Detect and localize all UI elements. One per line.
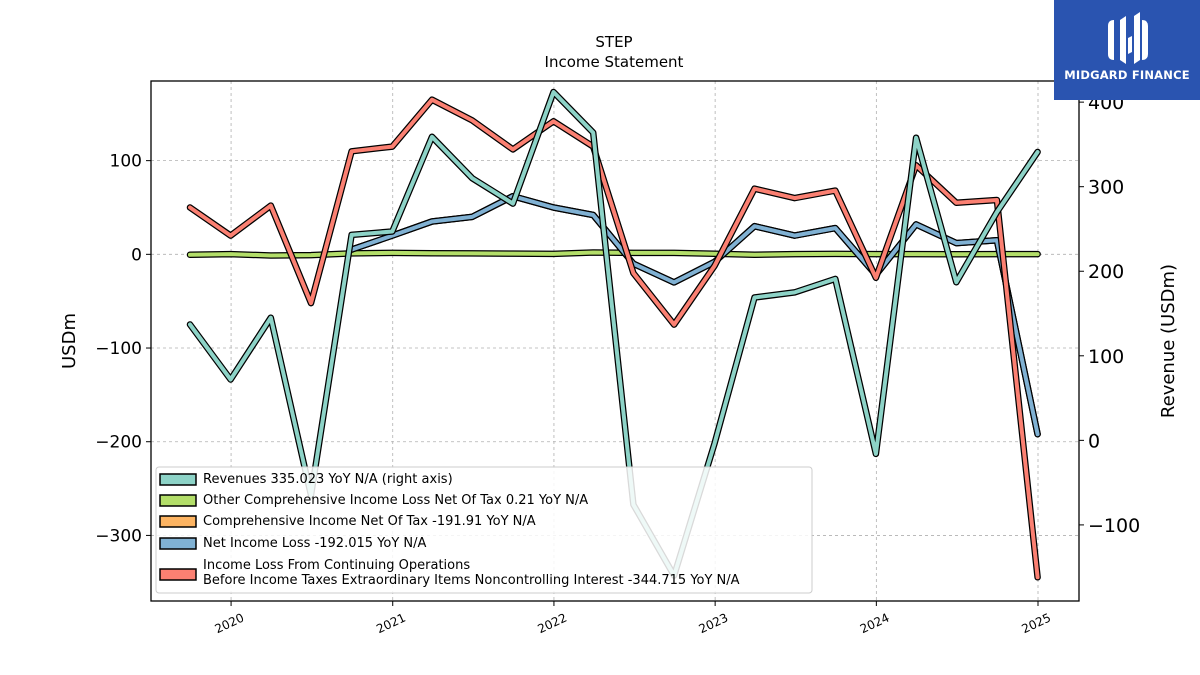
y-tick-label-right: 300 bbox=[1088, 177, 1124, 199]
legend-swatch bbox=[159, 494, 197, 507]
legend-label: Comprehensive Income Net Of Tax -191.91 … bbox=[203, 514, 536, 529]
y-tick-label-right: 0 bbox=[1088, 430, 1100, 452]
y-tick-label-left: −100 bbox=[95, 339, 142, 359]
y-tick-label-right: −100 bbox=[1088, 515, 1140, 537]
x-tick-label: 2024 bbox=[858, 611, 892, 637]
legend-label: Before Income Taxes Extraordinary Items … bbox=[203, 573, 740, 588]
x-tick-label: 2022 bbox=[535, 611, 569, 637]
brand-mark-icon bbox=[1108, 12, 1148, 64]
y-tick-label-left: 0 bbox=[131, 245, 142, 265]
y-axis-label-right: Revenue (USDm) bbox=[1158, 264, 1179, 418]
legend-swatch bbox=[159, 568, 197, 581]
y-tick-label-left: −200 bbox=[95, 433, 142, 453]
y-axis-label-left: USDm bbox=[59, 313, 80, 369]
series-3-line bbox=[349, 194, 1040, 437]
brand-logo: MIDGARD FINANCE bbox=[1054, 0, 1200, 100]
x-tick-label: 2025 bbox=[1020, 611, 1054, 637]
y-tick-label-left: −300 bbox=[95, 526, 142, 546]
legend-swatch bbox=[159, 473, 197, 486]
series-0-line bbox=[188, 90, 1040, 578]
legend: Revenues 335.023 YoY N/A (right axis) Oth… bbox=[155, 466, 813, 594]
y-tick-label-left: 100 bbox=[110, 152, 142, 172]
y-tick-label-right: 100 bbox=[1088, 346, 1124, 368]
legend-swatch bbox=[159, 515, 197, 528]
x-tick-label: 2021 bbox=[374, 611, 408, 637]
series-4-line bbox=[188, 97, 1040, 580]
legend-label: Net Income Loss -192.015 YoY N/A bbox=[203, 536, 426, 551]
chart-subtitle: Income Statement bbox=[545, 53, 684, 71]
legend-box bbox=[155, 466, 813, 594]
brand-name: MIDGARD FINANCE bbox=[1064, 68, 1190, 82]
y-tick-label-right: 200 bbox=[1088, 261, 1124, 283]
chart-title: STEP bbox=[595, 33, 632, 51]
legend-label: Income Loss From Continuing Operations bbox=[203, 558, 470, 573]
legend-label: Other Comprehensive Income Loss Net Of T… bbox=[203, 493, 588, 508]
legend-label: Revenues 335.023 YoY N/A (right axis) bbox=[203, 472, 453, 487]
legend-swatch bbox=[159, 537, 197, 550]
plot-frame bbox=[150, 80, 1080, 602]
x-tick-label: 2020 bbox=[213, 611, 247, 637]
series-lines bbox=[186, 88, 1041, 581]
x-tick-label: 2023 bbox=[697, 611, 731, 637]
